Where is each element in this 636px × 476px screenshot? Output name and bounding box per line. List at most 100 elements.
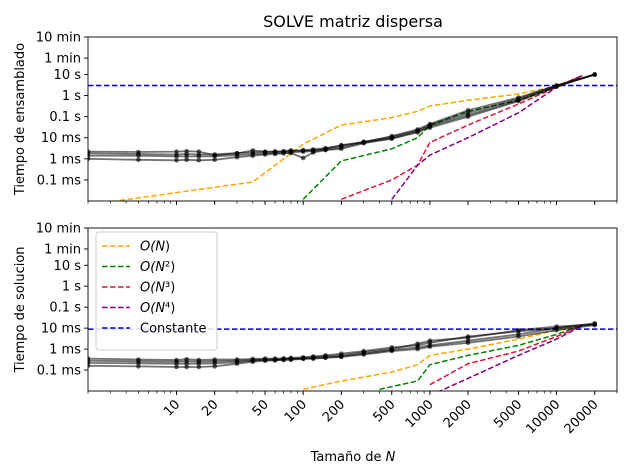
- x-tick-label: 500: [370, 397, 398, 425]
- data-point: [272, 358, 278, 363]
- legend: O(N) O(N²) O(N³) O(N⁴) Constante: [95, 231, 218, 351]
- y-tick-label: 10 min: [36, 222, 81, 237]
- x-tick-label: 10: [161, 397, 183, 419]
- y-tick-label: 10 s: [54, 259, 82, 274]
- x-tick-label: 1000: [403, 397, 437, 431]
- x-axis-label-text: Tamaño de: [310, 450, 386, 465]
- data-point: [310, 356, 316, 361]
- data-point: [592, 322, 597, 328]
- data-point: [136, 157, 141, 163]
- data-point: [196, 361, 202, 367]
- data-point: [323, 355, 328, 361]
- data-series-4: [88, 322, 597, 370]
- data-point: [250, 359, 256, 365]
- y-tick-label: 1 s: [62, 280, 81, 295]
- legend-label: O(N³): [140, 281, 175, 296]
- reference-line: [391, 74, 583, 200]
- panel-1: 0.1 ms 1 ms 10 ms 0.1 s 1 s 10 s1 min 10 min Ti…: [13, 31, 618, 205]
- chart-title: SOLVE matriz dispersa: [263, 12, 443, 31]
- y-tick-label: 10 s: [54, 68, 82, 83]
- data-point: [361, 140, 367, 146]
- x-tick-label: 20000: [562, 397, 602, 437]
- legend-entry: Constante: [102, 322, 206, 337]
- y-tick-label: 0.1 s: [49, 110, 81, 125]
- data-point: [516, 334, 521, 339]
- data-point: [281, 151, 286, 156]
- data-point: [516, 327, 521, 333]
- data-point: [465, 114, 471, 119]
- y-tick-label: 1 ms: [49, 152, 81, 167]
- data-point: [174, 361, 179, 367]
- data-point: [592, 72, 597, 77]
- y-tick-label: 1 ms: [49, 343, 81, 358]
- plot-area: [88, 72, 617, 201]
- data-point: [262, 152, 268, 157]
- data-point: [212, 154, 217, 159]
- y-tick-label: 0.1 s: [49, 301, 81, 316]
- data-point: [554, 84, 559, 90]
- data-series-4: [88, 72, 597, 163]
- data-point: [196, 364, 202, 370]
- data-point: [184, 364, 189, 370]
- data-point: [88, 156, 91, 162]
- x-axis-label: Tamaño de N: [310, 450, 396, 465]
- x-tick-label: 10000: [524, 397, 564, 437]
- y-tick-label: 0.1 ms: [37, 173, 81, 188]
- data-point: [300, 356, 306, 362]
- data-point: [427, 338, 433, 344]
- data-point: [174, 154, 179, 159]
- legend-entry: O(N⁴): [102, 301, 175, 316]
- legend-label: Constante: [140, 322, 206, 337]
- data-point: [389, 348, 395, 354]
- data-point: [415, 130, 420, 135]
- data-point: [415, 346, 420, 352]
- data-point: [262, 358, 268, 364]
- data-point: [339, 354, 344, 360]
- legend-box: [95, 231, 218, 351]
- y-axis-label: Tiempo de ensamblado: [13, 43, 28, 196]
- reference-line: [438, 325, 583, 391]
- y-tick-label: 1 min: [44, 52, 81, 67]
- data-point: [136, 153, 141, 158]
- data-point: [300, 155, 306, 161]
- data-point: [234, 361, 240, 367]
- x-axis-label-variable: N: [386, 450, 396, 465]
- legend-label: O(N⁴): [140, 301, 175, 316]
- x-tick-label: 50: [250, 397, 272, 419]
- data-point: [88, 363, 91, 369]
- data-point: [184, 157, 189, 163]
- data-point: [174, 364, 179, 370]
- data-point: [184, 361, 189, 367]
- reference-line: [110, 74, 583, 201]
- data-point: [174, 158, 179, 163]
- reference-line: [302, 74, 583, 200]
- reference-line: [341, 74, 583, 201]
- legend-entry: O(N): [102, 240, 170, 255]
- data-point: [288, 150, 294, 156]
- y-tick-label: 10 min: [36, 31, 81, 46]
- data-point: [389, 136, 395, 141]
- legend-label: O(N): [140, 240, 170, 255]
- data-point: [427, 125, 433, 130]
- data-point: [234, 154, 240, 160]
- data-point: [339, 146, 344, 152]
- data-point: [250, 153, 256, 158]
- data-point: [212, 364, 217, 369]
- y-tick-label: 10 ms: [41, 131, 81, 146]
- data-point: [323, 147, 328, 153]
- data-point: [465, 340, 471, 346]
- data-point: [281, 357, 286, 363]
- data-point: [427, 344, 433, 350]
- reference-line: [379, 324, 583, 391]
- data-point: [272, 151, 278, 157]
- legend-entry: O(N³): [102, 281, 175, 296]
- y-axis-label: Tiempo de solucion: [13, 246, 28, 373]
- data-point: [288, 357, 294, 363]
- data-point: [212, 157, 217, 163]
- legend-entry: O(N²): [102, 260, 175, 275]
- data-point: [516, 98, 521, 104]
- data-point: [196, 154, 202, 159]
- data-point: [415, 341, 420, 347]
- data-point: [300, 149, 306, 154]
- legend-label: O(N²): [140, 260, 175, 275]
